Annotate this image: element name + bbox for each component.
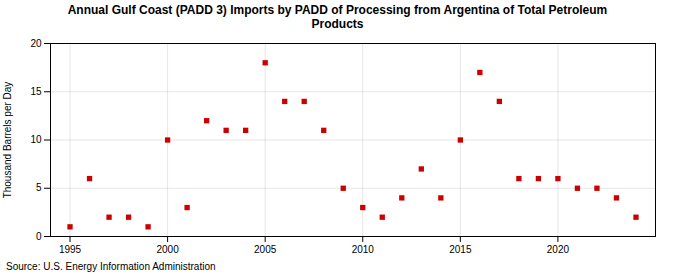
svg-text:Thousand Barrels per Day: Thousand Barrels per Day bbox=[2, 82, 13, 199]
html-text:Annual Gulf Coast (PADD 3) Imp: Annual Gulf Coast (PADD 3) Imports by PA… bbox=[67, 3, 608, 31]
svg-text:0: 0 bbox=[36, 231, 42, 242]
svg-text:5: 5 bbox=[36, 182, 42, 193]
svg-text:2000: 2000 bbox=[156, 244, 179, 255]
svg-text:20: 20 bbox=[30, 38, 42, 49]
svg-text:1995: 1995 bbox=[59, 244, 82, 255]
svg-text:2015: 2015 bbox=[449, 244, 472, 255]
svg-text:15: 15 bbox=[30, 86, 42, 97]
svg-text:2005: 2005 bbox=[254, 244, 277, 255]
svg-text:2010: 2010 bbox=[352, 244, 375, 255]
html-text:Source: U.S. Energy Informatio: Source: U.S. Energy Information Administ… bbox=[6, 261, 216, 272]
svg-text:10: 10 bbox=[30, 134, 42, 145]
svg-text:2020: 2020 bbox=[547, 244, 570, 255]
